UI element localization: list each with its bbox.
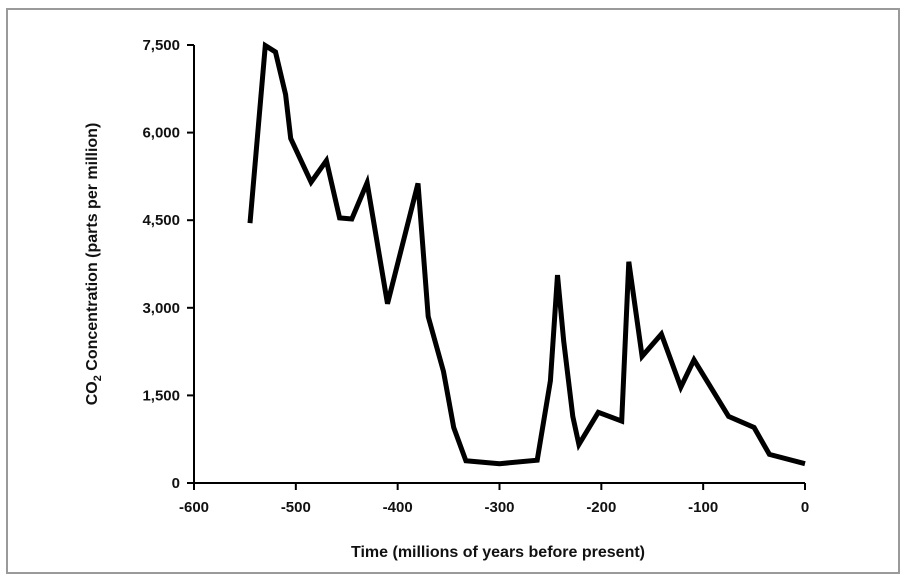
- y-tick-label: 0: [172, 475, 180, 492]
- co2-series-line: [247, 41, 806, 467]
- x-tick-label: -500: [281, 499, 311, 516]
- y-tick-label: 7,500: [142, 37, 180, 54]
- x-tick-label: -400: [383, 499, 413, 516]
- x-tick-label: -200: [586, 499, 616, 516]
- x-tick-label: -300: [484, 499, 514, 516]
- y-axis-title-prefix: CO: [84, 381, 101, 405]
- x-ticks: -600 -500 -400 -300 -200 -100 0: [179, 483, 809, 516]
- chart-frame: [6, 8, 900, 574]
- y-ticks: 0 1,500 3,000 4,500 6,000 7,500: [142, 37, 194, 492]
- y-tick-label: 1,500: [142, 387, 180, 404]
- y-axis-title: CO2 Concentration (parts per million): [84, 123, 104, 406]
- y-tick-label: 6,000: [142, 125, 180, 142]
- x-tick-label: 0: [801, 499, 809, 516]
- y-tick-label: 4,500: [142, 212, 180, 229]
- x-tick-label: -600: [179, 499, 209, 516]
- x-tick-label: -100: [688, 499, 718, 516]
- y-axis-title-suffix: Concentration (parts per million): [84, 123, 101, 375]
- x-axis-title: Time (millions of years before present): [351, 544, 645, 561]
- y-axis-title-subscript: 2: [92, 375, 104, 381]
- y-tick-label: 3,000: [142, 300, 180, 317]
